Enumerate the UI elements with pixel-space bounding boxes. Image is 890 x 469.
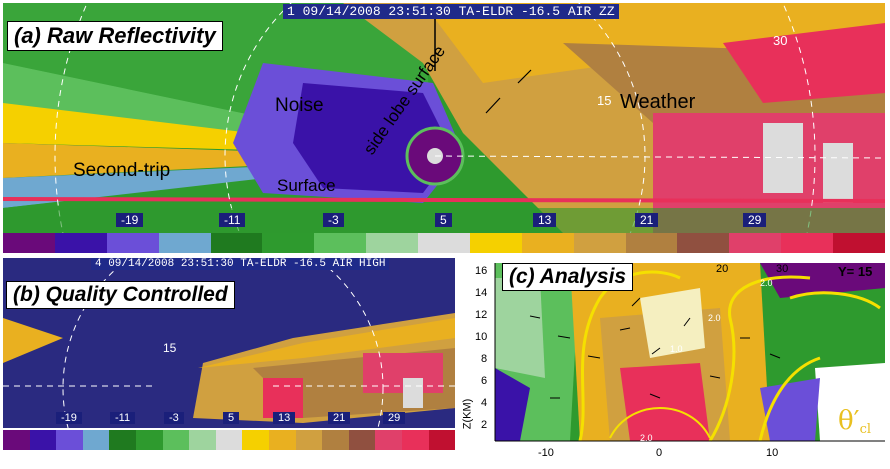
colorbar-swatch [469,233,522,253]
panel-c-analysis: (c) Analysis Y= 15 Z(KM) 16 14 12 10 8 6… [460,258,888,468]
contour-label-0: 2.0 [708,313,721,323]
colorbar-swatch [521,233,574,253]
y-tick-6: 6 [481,375,488,387]
annotation-weather: Weather [620,91,696,113]
annotation-second-trip: Second-trip [73,160,171,181]
cbar-a-tick-6: 29 [743,213,767,227]
theta-symbol: θ′cl [838,406,871,437]
x-tick-0: 0 [656,447,663,459]
colorbar-swatch [573,233,626,253]
panel-b-header: 4 09/14/2008 23:51:30 TA-ELDR -16.5 AIR … [91,258,390,270]
colorbar-swatch [322,430,349,450]
colorbar-swatch [215,430,243,450]
cbar-a-tick-4: 13 [533,213,557,227]
colorbar-swatch [314,233,367,253]
range-ring-label-15: 15 [597,93,612,108]
cbar-a-tick-0: -19 [116,213,144,227]
colorbar-swatch [268,430,296,450]
range-ring-label-30: 30 [773,33,788,48]
colorbar-swatch [428,430,455,450]
cbar-a-tick-3: 5 [435,213,452,227]
colorbar-swatch [56,430,83,450]
x-tick-neg10: -10 [538,447,554,459]
cbar-b-tick-2: -3 [164,412,184,424]
colorbar-swatch [82,430,110,450]
y-tick-14: 14 [475,287,488,299]
y-tick-16: 16 [475,265,488,277]
colorbar-swatch [210,233,263,253]
colorbar-swatch [295,430,323,450]
top-tick-30: 30 [776,263,789,275]
cbar-b-tick-5: 21 [328,412,351,424]
y-tick-2: 2 [481,419,488,431]
panel-a-label: (a) Raw Reflectivity [7,21,223,51]
colorbar-swatch [348,430,376,450]
panel-a-header: 1 09/14/2008 23:51:30 TA-ELDR -16.5 AIR … [283,4,619,19]
contour-label-3: 2.0 [640,433,653,443]
y-tick-8: 8 [481,353,488,365]
cbar-a-tick-5: 21 [635,213,659,227]
z-axis-title: Z(KM) [461,398,474,430]
cbar-b-tick-1: -11 [110,412,136,424]
colorbar-swatch [29,430,57,450]
x-tick-10: 10 [766,447,779,459]
colorbar-swatch [106,233,159,253]
colorbar-swatch [366,233,418,253]
colorbar-swatch [3,233,55,253]
annotation-surface: Surface [277,176,336,195]
contour-label-1: 2.0 [760,278,773,288]
y-tick-10: 10 [475,331,488,343]
colorbar-swatch [625,233,678,253]
panel-b-colorbar [3,430,455,450]
panel-c-label: (c) Analysis [502,263,634,291]
colorbar-swatch [109,430,136,450]
panel-a-colorbar [3,233,885,253]
colorbar-swatch [54,233,107,253]
colorbar-swatch [242,430,269,450]
panel-c-cross-section [494,263,885,442]
colorbar-swatch [162,430,190,450]
colorbar-swatch [781,233,833,253]
cbar-b-tick-3: 5 [223,412,240,424]
cbar-b-tick-6: 29 [383,412,406,424]
colorbar-swatch [189,430,216,450]
panel-a-radar-image [3,3,885,253]
colorbar-swatch [677,233,730,253]
theta-subscript: cl [859,422,872,438]
theta-text: θ′ [838,406,860,436]
panel-b-label: (b) Quality Controlled [6,281,235,309]
cbar-b-tick-4: 13 [273,412,296,424]
panel-a-raw-reflectivity: 1 09/14/2008 23:51:30 TA-ELDR -16.5 AIR … [3,3,885,253]
top-tick-20: 20 [716,263,729,275]
y-tick-12: 12 [475,309,488,321]
annotation-noise: Noise [275,95,324,116]
range-ring-label-b-15: 15 [163,341,177,355]
colorbar-swatch [135,430,163,450]
colorbar-swatch [3,430,30,450]
colorbar-swatch [158,233,211,253]
colorbar-swatch [729,233,782,253]
cbar-a-tick-1: -11 [219,213,246,227]
colorbar-swatch [375,430,402,450]
colorbar-swatch [262,233,315,253]
contour-label-2: 1.0 [670,344,683,354]
colorbar-swatch [401,430,429,450]
cbar-b-tick-0: -19 [56,412,82,424]
colorbar-swatch [833,233,885,253]
colorbar-swatch [418,233,470,253]
panel-c-y-label: Y= 15 [838,264,873,279]
y-tick-4: 4 [481,397,488,409]
cbar-a-tick-2: -3 [323,213,344,227]
panel-b-quality-controlled: 4 09/14/2008 23:51:30 TA-ELDR -16.5 AIR … [3,258,455,465]
